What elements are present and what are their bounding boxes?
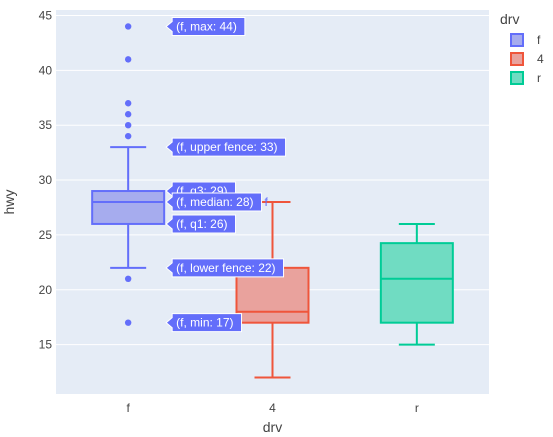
hover-label-text: (f, max: 44) — [176, 19, 237, 33]
hover-label-box — [165, 192, 263, 212]
hover-label-box — [165, 313, 243, 333]
hover-label-text: (f, q1: 26) — [176, 217, 227, 231]
hover-label-box — [165, 214, 237, 234]
legend-item-f: f — [510, 33, 541, 47]
legend-item-4: 4 — [510, 52, 544, 66]
box-trace-f — [91, 23, 166, 326]
x-axis-ticks: f 4 r — [126, 401, 418, 415]
outlier-point — [124, 111, 132, 118]
outlier-point — [124, 132, 132, 140]
hover-label-text: (f, min: 17) — [176, 316, 233, 330]
x-tick-label: 4 — [269, 401, 276, 415]
hover-label: (f, lower fence: 22) — [165, 258, 285, 278]
outlier-point — [124, 275, 132, 282]
hover-label: (f, q1: 26) — [165, 214, 237, 234]
legend-label: f — [537, 33, 541, 47]
y-tick-label: 25 — [39, 228, 53, 242]
y-axis-title: hwy — [1, 190, 17, 215]
hover-label-box — [165, 137, 287, 157]
x-tick-label: f — [126, 401, 130, 415]
hover-label: (f, min: 17) — [165, 313, 243, 333]
hover-labels: (f, max: 44)(f, upper fence: 33)(f, q3: … — [165, 16, 287, 333]
hover-label-box — [165, 16, 246, 36]
legend-item-r: r — [510, 71, 541, 85]
legend: drv f 4 r — [500, 11, 544, 85]
x-tick-label: r — [415, 401, 419, 415]
y-tick-label: 15 — [39, 338, 53, 352]
outlier-point — [124, 122, 132, 129]
box-trace-r — [379, 222, 454, 346]
outlier-point — [124, 23, 132, 30]
y-tick-label: 20 — [39, 283, 53, 297]
hover-label: (f, max: 44) — [165, 16, 246, 36]
y-tick-label: 30 — [39, 173, 53, 187]
legend-swatch — [510, 71, 524, 85]
box-iqr — [379, 242, 454, 324]
legend-label: r — [537, 71, 541, 85]
legend-swatch — [510, 52, 524, 66]
hover-label-text: (f, upper fence: 33) — [176, 140, 277, 154]
hover-label: (f, upper fence: 33) — [165, 137, 287, 157]
outlier-point — [124, 56, 132, 63]
box-iqr — [91, 190, 166, 225]
y-tick-label: 40 — [39, 63, 53, 77]
hover-label-box — [165, 258, 285, 278]
y-tick-label: 35 — [39, 118, 53, 132]
outlier-point — [124, 319, 132, 326]
outlier-point — [124, 100, 132, 107]
hover-label-text: (f, lower fence: 22) — [176, 261, 275, 275]
legend-swatch — [510, 33, 524, 47]
y-axis-ticks: 15 20 25 30 35 40 45 — [39, 8, 53, 351]
x-axis-title: drv — [263, 419, 282, 435]
legend-label: 4 — [537, 52, 544, 66]
legend-title: drv — [500, 11, 519, 27]
hover-side-label: f — [265, 195, 269, 209]
y-tick-label: 45 — [39, 8, 53, 22]
hover-label-text: (f, median: 28) — [176, 195, 253, 209]
hover-label: (f, median: 28) f — [165, 192, 269, 212]
